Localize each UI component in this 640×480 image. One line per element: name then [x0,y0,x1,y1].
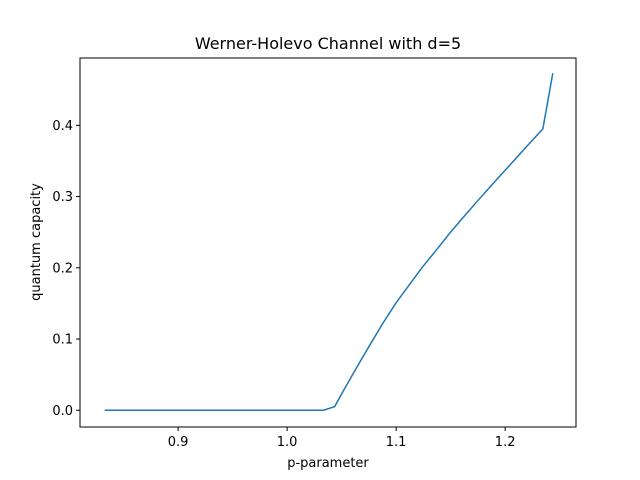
series-line-0 [104,73,554,412]
axes-frame [79,57,577,428]
y-tick-label: 0.0 [52,404,73,419]
plot-area [79,57,577,428]
y-tick-label: 0.2 [52,261,73,276]
y-tick-label: 0.4 [52,119,73,134]
y-axis-label: quantum capacity [29,183,44,301]
x-tick-label: 1.0 [277,435,298,450]
x-tick-label: 0.9 [168,435,189,450]
chart-title: Werner-Holevo Channel with d=5 [195,34,461,53]
x-tick-label: 1.2 [495,435,516,450]
x-axis-ticks: 0.9 1.0 1.1 1.2 [168,427,516,450]
y-axis-ticks: 0.0 0.1 0.2 0.3 0.4 [52,119,80,419]
x-tick-label: 1.1 [386,435,407,450]
y-tick-label: 0.1 [52,333,73,348]
x-axis-label: p-parameter [287,456,369,471]
y-tick-label: 0.3 [52,190,73,205]
